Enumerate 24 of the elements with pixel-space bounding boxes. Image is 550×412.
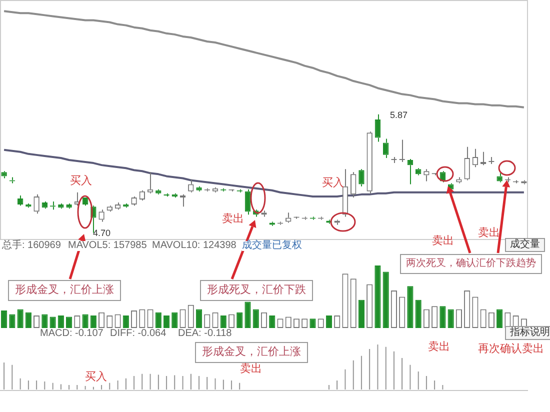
annotation: DIFF: -0.064 <box>110 328 166 339</box>
annotation: 5.87 <box>390 110 408 120</box>
annotation: 再次确认卖出 <box>478 343 544 355</box>
annotation: 两次死叉，确认汇价下跌趋势 <box>400 254 542 274</box>
annotation: 卖出 <box>240 363 262 375</box>
annotation: 4.70 <box>93 228 111 238</box>
text: 总手: 160969 <box>2 240 61 251</box>
text: MAVOL5: 157985 <box>68 240 147 251</box>
annotation: MACD: -0.107 <box>40 328 104 339</box>
annotation: DEA: -0.118 <box>178 328 232 339</box>
text: MAVOL10: 124398 <box>152 240 236 251</box>
annotation: 买入 <box>85 371 107 383</box>
annotation: 买入 <box>70 175 92 187</box>
annotation: 卖出 <box>432 235 454 247</box>
annotation: 成交量 <box>505 238 545 252</box>
annotation: 形成金叉，汇价上涨 <box>8 280 121 301</box>
annotation: 买入 <box>322 177 344 189</box>
annotation: 形成死叉，汇价下跌 <box>200 280 313 301</box>
annotation: 卖出 <box>478 227 500 239</box>
annotation: 卖出 <box>222 213 244 225</box>
text: 成交量已复权 <box>242 240 302 251</box>
annotation: 形成金叉，汇价上涨 <box>195 342 308 363</box>
annotation: 指标说明 <box>505 326 550 340</box>
annotation: 卖出 <box>428 341 450 353</box>
